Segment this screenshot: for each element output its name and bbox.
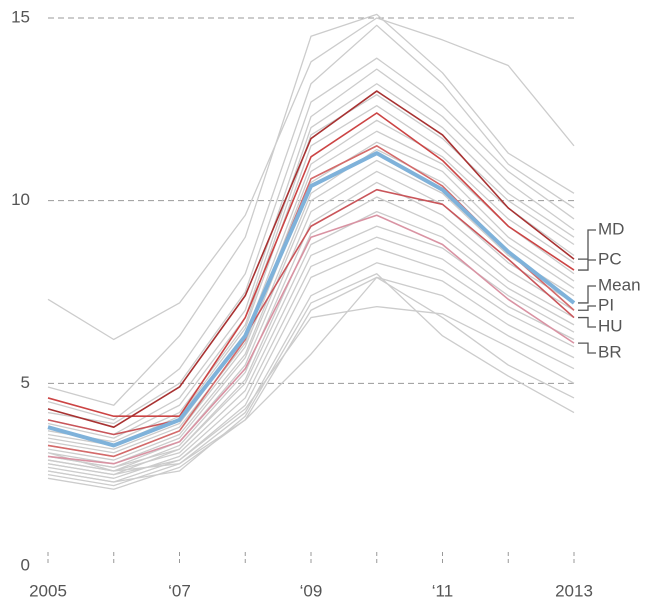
line [47,90,575,428]
y-tick-label: 10 [11,190,30,209]
series-label: MD [598,219,624,238]
line [47,188,575,436]
label-leader [578,259,596,271]
series-label: HU [598,316,623,335]
line [47,210,575,469]
line [47,196,575,476]
line [47,159,575,465]
series-label: PI [598,295,614,314]
line [47,276,575,472]
line [47,273,575,483]
line [47,276,575,490]
line [47,94,575,443]
series-label: Mean [598,275,641,294]
line [47,181,575,472]
line [47,130,575,454]
line [47,214,575,465]
x-tick-label: 2013 [555,581,593,600]
y-tick-label: 15 [11,7,30,26]
line [47,13,575,406]
line [47,262,575,487]
line [47,151,576,448]
line [47,112,575,418]
line [47,305,575,476]
line [47,170,575,469]
line [47,57,575,425]
line [47,24,575,421]
x-tick-label: ‘07 [168,581,191,600]
x-tick-label: ‘11 [432,581,453,600]
line [47,17,575,341]
line [47,68,575,436]
line [47,236,575,479]
label-leader [578,316,596,328]
line [47,247,575,483]
line [47,119,575,450]
x-tick-label: ‘09 [300,581,323,600]
series-label: PC [598,249,622,268]
line [47,148,575,461]
x-tick-label: 2005 [29,581,67,600]
label-leader [578,285,596,304]
line [47,225,575,472]
label-leader [578,342,596,354]
line [47,83,575,439]
y-tick-label: 0 [21,555,30,574]
y-tick-label: 5 [21,373,30,392]
label-leader [578,305,596,311]
series-label: BR [598,342,622,361]
label-leader [578,229,596,260]
